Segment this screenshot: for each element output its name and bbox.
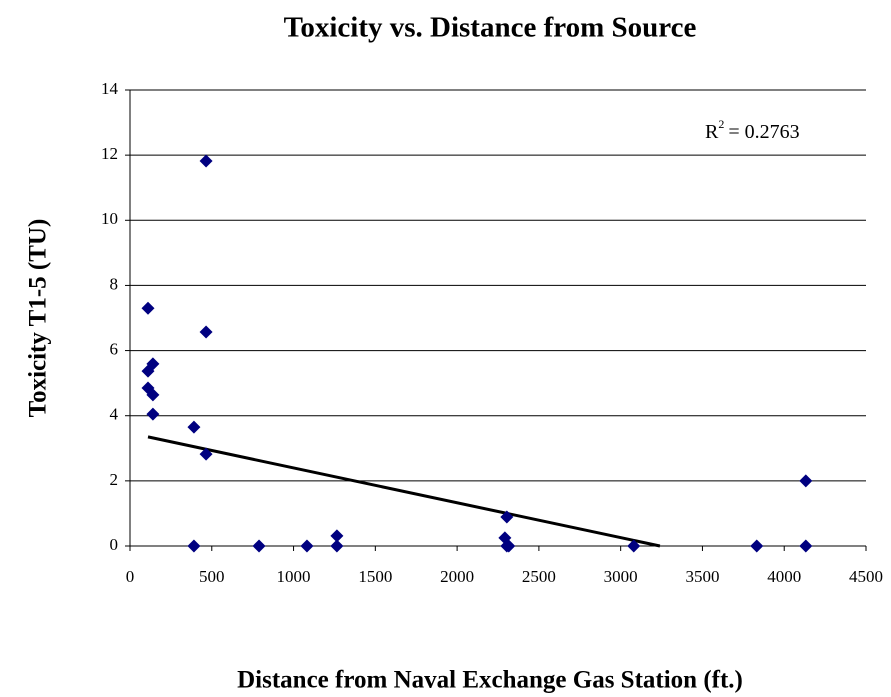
x-tick-label: 0 [126, 567, 135, 586]
point [750, 539, 764, 553]
point [146, 407, 160, 421]
x-tick-label: 1500 [358, 567, 392, 586]
x-tick-label: 500 [199, 567, 225, 586]
point [627, 539, 641, 553]
x-tick-label: 3000 [604, 567, 638, 586]
point [330, 539, 344, 553]
point [252, 539, 266, 553]
x-axis-label: Distance from Naval Exchange Gas Station… [237, 667, 743, 694]
point [500, 510, 514, 524]
point [199, 447, 213, 461]
point [330, 529, 344, 543]
y-tick-label: 6 [110, 339, 119, 358]
chart-title: Toxicity vs. Distance from Source [284, 12, 697, 44]
point [799, 539, 813, 553]
point [502, 539, 516, 553]
y-tick-label: 0 [110, 535, 119, 554]
point [141, 301, 155, 315]
x-tick-label: 2000 [440, 567, 474, 586]
r-text: = 0.2763 [728, 121, 799, 143]
point [199, 325, 213, 339]
y-tick-label: 2 [110, 470, 119, 489]
y-tick-label: 14 [101, 79, 119, 98]
r-base: R [705, 121, 719, 143]
y-tick-label: 4 [110, 405, 119, 424]
point [146, 357, 160, 371]
point [199, 154, 213, 168]
x-tick-label: 4000 [767, 567, 801, 586]
x-tick-label: 1000 [277, 567, 311, 586]
point [187, 420, 201, 434]
x-tick-label: 4500 [849, 567, 883, 586]
y-tick-label: 12 [101, 144, 118, 163]
point [799, 474, 813, 488]
y-tick-label: 10 [101, 209, 118, 228]
point [187, 539, 201, 553]
trendline [147, 435, 661, 548]
x-tick-label: 3500 [685, 567, 719, 586]
y-tick-label: 8 [110, 274, 119, 293]
r-sup: 2 [718, 117, 724, 131]
point [146, 388, 160, 402]
y-axis-label: Toxicity T1-5 (TU) [25, 219, 52, 418]
point [300, 539, 314, 553]
x-tick-label: 2500 [522, 567, 556, 586]
r-squared: R2 = 0.2763 [705, 117, 800, 143]
